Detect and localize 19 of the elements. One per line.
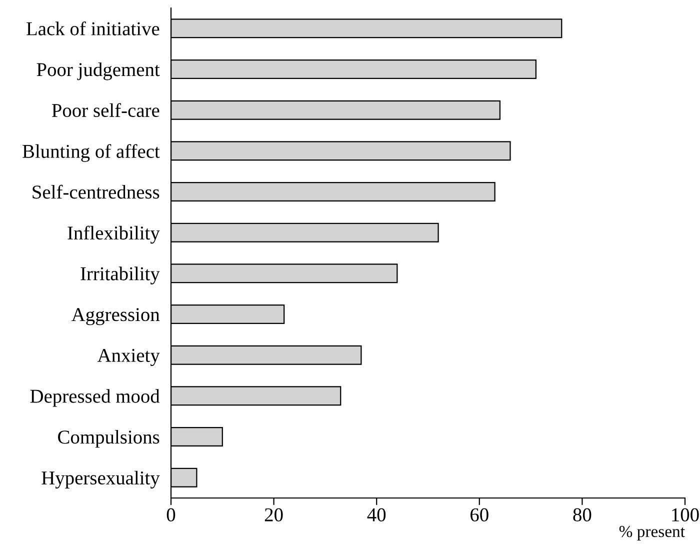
x-tick-label: 60 bbox=[470, 508, 488, 522]
y-tick-label: Inflexibility bbox=[68, 226, 160, 244]
y-tick-label: Self-centredness bbox=[32, 184, 160, 199]
x-tick-label: 40 bbox=[367, 508, 386, 522]
x-axis-title: % present bbox=[619, 526, 685, 540]
x-tick-label: 100 bbox=[672, 508, 699, 522]
y-tick-label: Blunting of affect bbox=[22, 144, 160, 162]
x-tick-label: 0 bbox=[166, 508, 176, 522]
y-tick-label: Hypersexuality bbox=[42, 470, 160, 489]
x-tick-label: 80 bbox=[573, 508, 592, 522]
y-tick-label: Poor judgement bbox=[36, 62, 160, 80]
y-tick-label: Aggression bbox=[72, 308, 160, 326]
y-tick-label: Irritability bbox=[80, 266, 160, 284]
x-tick-label: 20 bbox=[264, 508, 283, 522]
y-tick-label: Compulsions bbox=[58, 430, 160, 448]
y-tick-label: Poor self-care bbox=[52, 103, 160, 118]
y-tick-label: Anxiety bbox=[97, 348, 160, 366]
y-tick-label: Depressed mood bbox=[30, 389, 160, 407]
y-tick-label: Lack of initiative bbox=[26, 21, 160, 36]
